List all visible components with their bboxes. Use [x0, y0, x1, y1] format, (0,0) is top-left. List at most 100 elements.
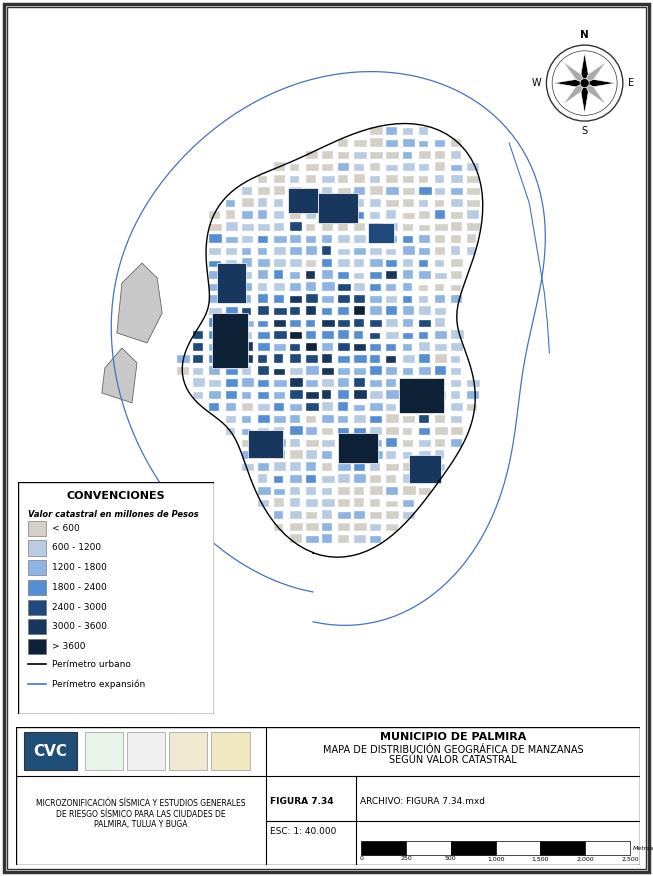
- Bar: [225, 210, 235, 219]
- Bar: [402, 474, 413, 483]
- Bar: [355, 235, 366, 243]
- Bar: [247, 430, 283, 458]
- Bar: [419, 391, 430, 399]
- Bar: [355, 212, 364, 219]
- Bar: [387, 210, 396, 219]
- Bar: [225, 237, 238, 243]
- Bar: [338, 249, 349, 255]
- Bar: [306, 355, 317, 363]
- Bar: [402, 452, 412, 459]
- Bar: [242, 295, 251, 303]
- Bar: [306, 427, 317, 434]
- Bar: [242, 416, 251, 423]
- Bar: [355, 511, 365, 519]
- Bar: [355, 306, 365, 315]
- Bar: [435, 464, 445, 471]
- Bar: [290, 343, 300, 351]
- Bar: [435, 378, 445, 387]
- Bar: [306, 282, 316, 291]
- Bar: [370, 344, 381, 351]
- Bar: [322, 320, 335, 327]
- Bar: [435, 284, 445, 291]
- Bar: [402, 440, 413, 447]
- Polygon shape: [581, 83, 588, 114]
- Text: 1,000: 1,000: [487, 857, 504, 861]
- Bar: [274, 450, 285, 459]
- Polygon shape: [554, 80, 584, 87]
- Bar: [193, 356, 203, 363]
- Bar: [370, 463, 380, 471]
- Bar: [338, 416, 347, 423]
- Bar: [274, 283, 285, 291]
- Bar: [402, 213, 415, 219]
- Bar: [435, 235, 445, 243]
- Bar: [435, 354, 447, 363]
- Bar: [306, 475, 316, 483]
- Bar: [225, 200, 236, 207]
- Bar: [370, 320, 383, 327]
- Polygon shape: [581, 53, 588, 83]
- Bar: [288, 188, 318, 213]
- Bar: [355, 368, 366, 375]
- Bar: [419, 211, 430, 219]
- Bar: [274, 463, 287, 471]
- Bar: [322, 451, 332, 459]
- Bar: [387, 175, 398, 183]
- Bar: [274, 236, 287, 243]
- Text: 3000 - 3600: 3000 - 3600: [52, 622, 106, 632]
- Bar: [338, 343, 349, 351]
- Bar: [402, 319, 413, 327]
- Circle shape: [580, 79, 589, 88]
- Bar: [338, 295, 351, 303]
- Bar: [541, 842, 585, 856]
- Bar: [451, 139, 462, 147]
- Bar: [338, 391, 349, 399]
- Bar: [290, 187, 302, 195]
- Bar: [355, 140, 366, 147]
- Bar: [398, 378, 444, 413]
- Bar: [451, 330, 464, 339]
- Bar: [419, 343, 430, 351]
- Bar: [435, 308, 446, 315]
- Bar: [242, 428, 251, 434]
- Bar: [322, 499, 334, 507]
- Bar: [355, 320, 364, 327]
- Bar: [322, 296, 334, 303]
- Bar: [402, 415, 415, 423]
- Bar: [387, 259, 397, 267]
- Bar: [355, 331, 364, 339]
- Bar: [387, 140, 398, 147]
- Bar: [419, 378, 429, 387]
- Bar: [290, 354, 301, 363]
- Bar: [387, 391, 400, 399]
- Bar: [355, 438, 364, 447]
- Bar: [274, 200, 283, 207]
- Bar: [435, 140, 445, 147]
- Bar: [225, 319, 236, 327]
- Bar: [210, 355, 220, 363]
- Bar: [451, 439, 462, 447]
- Polygon shape: [117, 263, 162, 343]
- Bar: [274, 512, 283, 519]
- Bar: [274, 355, 283, 363]
- Bar: [387, 439, 396, 447]
- Bar: [290, 272, 300, 279]
- Bar: [290, 176, 299, 183]
- Bar: [370, 440, 381, 447]
- Bar: [322, 355, 332, 363]
- Polygon shape: [563, 83, 584, 104]
- Bar: [496, 842, 541, 856]
- Bar: [193, 368, 203, 375]
- Bar: [274, 369, 285, 375]
- Bar: [370, 296, 381, 303]
- Bar: [242, 258, 251, 267]
- Bar: [387, 201, 398, 207]
- Bar: [322, 223, 333, 231]
- Bar: [355, 405, 365, 411]
- Bar: [193, 378, 205, 387]
- Bar: [355, 464, 365, 471]
- Bar: [338, 356, 350, 363]
- Bar: [210, 343, 220, 351]
- Bar: [402, 368, 413, 375]
- Bar: [370, 248, 382, 255]
